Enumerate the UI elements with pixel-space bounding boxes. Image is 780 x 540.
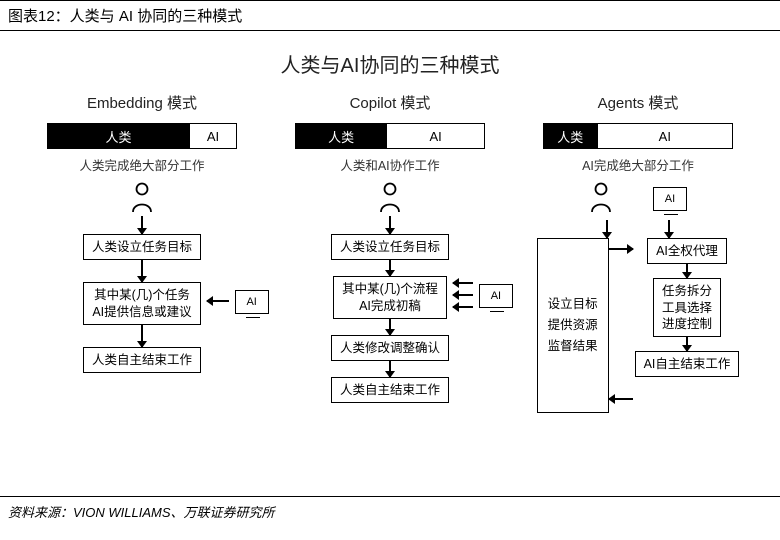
person-icon	[130, 182, 154, 212]
arrow-left-icon	[453, 294, 473, 296]
step-box: 其中某(几)个流程 AI完成初稿	[333, 276, 447, 319]
human-roles-box: 设立目标 提供资源 监督结果	[537, 238, 609, 413]
col-title: Embedding 模式	[87, 92, 197, 113]
col-title: Copilot 模式	[350, 92, 431, 113]
ratio-bar: 人类 AI	[295, 123, 485, 149]
role-line: 监督结果	[548, 336, 598, 357]
step-box: AI自主结束工作	[635, 351, 740, 377]
arrow-icon	[686, 337, 688, 351]
agents-body: 设立目标 提供资源 监督结果 AI全权代理 任务拆分 工具选择 进度控制 AI自…	[537, 238, 740, 413]
arrow-icon	[389, 361, 391, 377]
arrow-right-icon	[609, 248, 633, 250]
column-agents: Agents 模式 人类 AI AI完成绝大部分工作 AI 设立目标 提供资源 …	[523, 92, 753, 413]
person-icon	[589, 182, 613, 212]
ratio-bar: 人类 AI	[47, 123, 237, 149]
caption: 人类和AI协作工作	[340, 155, 439, 174]
figure-header: 图表12：人类与 AI 协同的三种模式	[0, 0, 780, 31]
monitor-icon: AI	[479, 284, 513, 308]
bar-ai: AI	[597, 124, 732, 148]
role-line: 提供资源	[548, 315, 598, 336]
arrow-icon	[389, 216, 391, 234]
bar-ai: AI	[386, 124, 484, 148]
bar-human: 人类	[544, 124, 597, 148]
arrow-left-icon	[453, 306, 473, 308]
role-line: 设立目标	[548, 294, 598, 315]
step-box: 任务拆分 工具选择 进度控制	[653, 278, 721, 337]
caption: 人类完成绝大部分工作	[79, 155, 204, 174]
arrow-icon	[389, 319, 391, 335]
arrow-left-icon	[609, 398, 633, 400]
person-icon	[378, 182, 402, 212]
column-embedding: Embedding 模式 人类 AI 人类完成绝大部分工作 人类设立任务目标 其…	[27, 92, 257, 413]
monitor-icon: AI	[235, 290, 269, 314]
arrow-icon	[606, 220, 608, 238]
step-box: 人类自主结束工作	[331, 377, 449, 403]
step-box: 人类自主结束工作	[83, 347, 201, 373]
arrow-left-icon	[207, 300, 229, 302]
columns-container: Embedding 模式 人类 AI 人类完成绝大部分工作 人类设立任务目标 其…	[0, 92, 780, 413]
arrow-left-icon	[453, 282, 473, 284]
arrow-icon	[141, 216, 143, 234]
caption: AI完成绝大部分工作	[582, 155, 694, 174]
monitor-icon: AI	[653, 187, 687, 211]
bar-human: 人类	[48, 124, 189, 148]
bar-ai: AI	[189, 124, 236, 148]
ratio-bar: 人类 AI	[543, 123, 733, 149]
step-box: 人类设立任务目标	[331, 234, 449, 260]
step-box: 人类设立任务目标	[83, 234, 201, 260]
arrow-icon	[141, 325, 143, 347]
arrow-icon	[668, 220, 670, 238]
main-title: 人类与AI协同的三种模式	[0, 49, 780, 78]
arrow-icon	[389, 260, 391, 276]
step-box: AI全权代理	[647, 238, 727, 264]
arrow-icon	[141, 260, 143, 282]
arrow-icon	[686, 264, 688, 278]
top-icons: AI	[589, 182, 687, 216]
step-box: 其中某(几)个任务 AI提供信息或建议	[83, 282, 200, 325]
column-copilot: Copilot 模式 人类 AI 人类和AI协作工作 人类设立任务目标 其中某(…	[275, 92, 505, 413]
step-box: 人类修改调整确认	[331, 335, 449, 361]
ai-steps: AI全权代理 任务拆分 工具选择 进度控制 AI自主结束工作	[635, 238, 740, 377]
source-line: 资料来源：VION WILLIAMS、万联证券研究所	[0, 496, 780, 526]
col-title: Agents 模式	[598, 92, 679, 113]
bar-human: 人类	[296, 124, 386, 148]
